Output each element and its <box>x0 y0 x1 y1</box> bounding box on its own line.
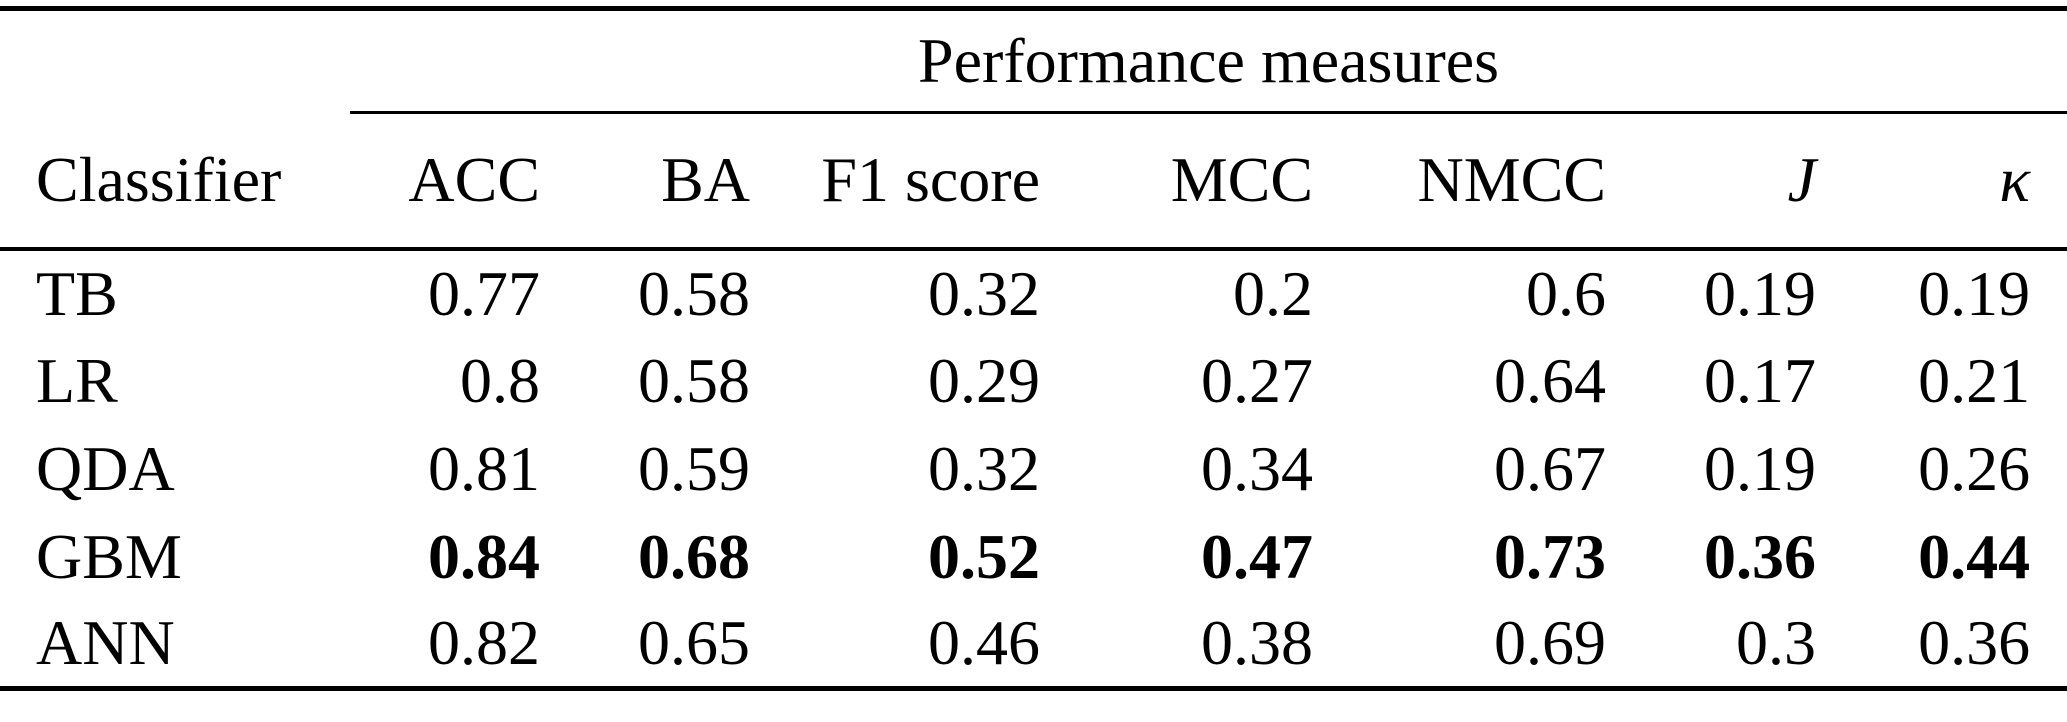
cell-value: 0.6 <box>1526 257 1606 329</box>
cell-value: 0.36 <box>1704 520 1816 592</box>
performance-measures-table: Performance measures Classifier ACC BA F… <box>0 6 2067 691</box>
group-header-performance-measures: Performance measures <box>350 8 2067 114</box>
col-header-ba: BA <box>540 112 750 251</box>
column-header-row: Classifier ACC BA F1 score MCC NMCC J κ <box>0 112 2067 251</box>
cell-value: 0.2 <box>1233 257 1313 329</box>
group-header-spacer <box>0 9 350 113</box>
cell-value: 0.47 <box>1201 520 1313 592</box>
cell-value: 0.17 <box>1704 344 1816 416</box>
cell-value: 0.58 <box>638 257 750 329</box>
table-row-qda: QDA 0.81 0.59 0.32 0.34 0.67 0.19 0.26 <box>0 425 2067 513</box>
row-label-ann: ANN <box>36 607 175 679</box>
cell-value: 0.68 <box>638 520 750 592</box>
cell-value: 0.26 <box>1918 432 2031 504</box>
row-label-gbm: GBM <box>36 520 182 592</box>
cell-value: 0.46 <box>928 607 1040 679</box>
cell-value: 0.64 <box>1494 344 1606 416</box>
cell-value: 0.32 <box>928 432 1040 504</box>
cell-value: 0.19 <box>1704 432 1816 504</box>
table-row-lr: LR 0.8 0.58 0.29 0.27 0.64 0.17 0.21 <box>0 337 2067 425</box>
cell-value: 0.19 <box>1704 257 1816 329</box>
cell-value: 0.29 <box>928 344 1040 416</box>
cell-value: 0.34 <box>1201 432 1313 504</box>
cell-value: 0.82 <box>428 607 540 679</box>
cell-value: 0.38 <box>1201 607 1313 679</box>
cell-value: 0.44 <box>1918 520 2031 592</box>
cell-value: 0.52 <box>928 520 1040 592</box>
group-header-row: Performance measures <box>0 8 2067 114</box>
col-header-mcc: MCC <box>1040 112 1313 251</box>
col-header-kappa: κ <box>1816 112 2067 251</box>
cell-value: 0.36 <box>1918 607 2031 679</box>
cell-value: 0.21 <box>1918 344 2031 416</box>
table-row-tb: TB 0.77 0.58 0.32 0.2 0.6 0.19 0.19 <box>0 249 2067 337</box>
table-row-ann: ANN 0.82 0.65 0.46 0.38 0.69 0.3 0.36 <box>0 601 2067 689</box>
cell-value: 0.81 <box>428 432 540 504</box>
cell-value: 0.77 <box>428 257 540 329</box>
row-label-qda: QDA <box>36 432 175 504</box>
cell-value: 0.58 <box>638 344 750 416</box>
row-label-tb: TB <box>36 257 118 329</box>
cell-value: 0.69 <box>1494 607 1606 679</box>
table-row-gbm: GBM 0.84 0.68 0.52 0.47 0.73 0.36 0.44 <box>0 513 2067 601</box>
col-header-f1-score: F1 score <box>750 112 1040 251</box>
cell-value: 0.67 <box>1494 432 1606 504</box>
cell-value: 0.73 <box>1494 520 1606 592</box>
cell-value: 0.27 <box>1201 344 1313 416</box>
col-header-classifier: Classifier <box>0 112 350 251</box>
col-header-acc: ACC <box>350 112 540 251</box>
cell-value: 0.32 <box>928 257 1040 329</box>
cell-value: 0.59 <box>638 432 750 504</box>
cell-value: 0.65 <box>638 607 750 679</box>
cell-value: 0.84 <box>428 520 540 592</box>
cell-value: 0.3 <box>1736 607 1816 679</box>
row-label-lr: LR <box>36 344 118 416</box>
cell-value: 0.19 <box>1918 257 2031 329</box>
col-header-j: J <box>1606 112 1816 251</box>
col-header-nmcc: NMCC <box>1313 112 1606 251</box>
cell-value: 0.8 <box>460 344 540 416</box>
